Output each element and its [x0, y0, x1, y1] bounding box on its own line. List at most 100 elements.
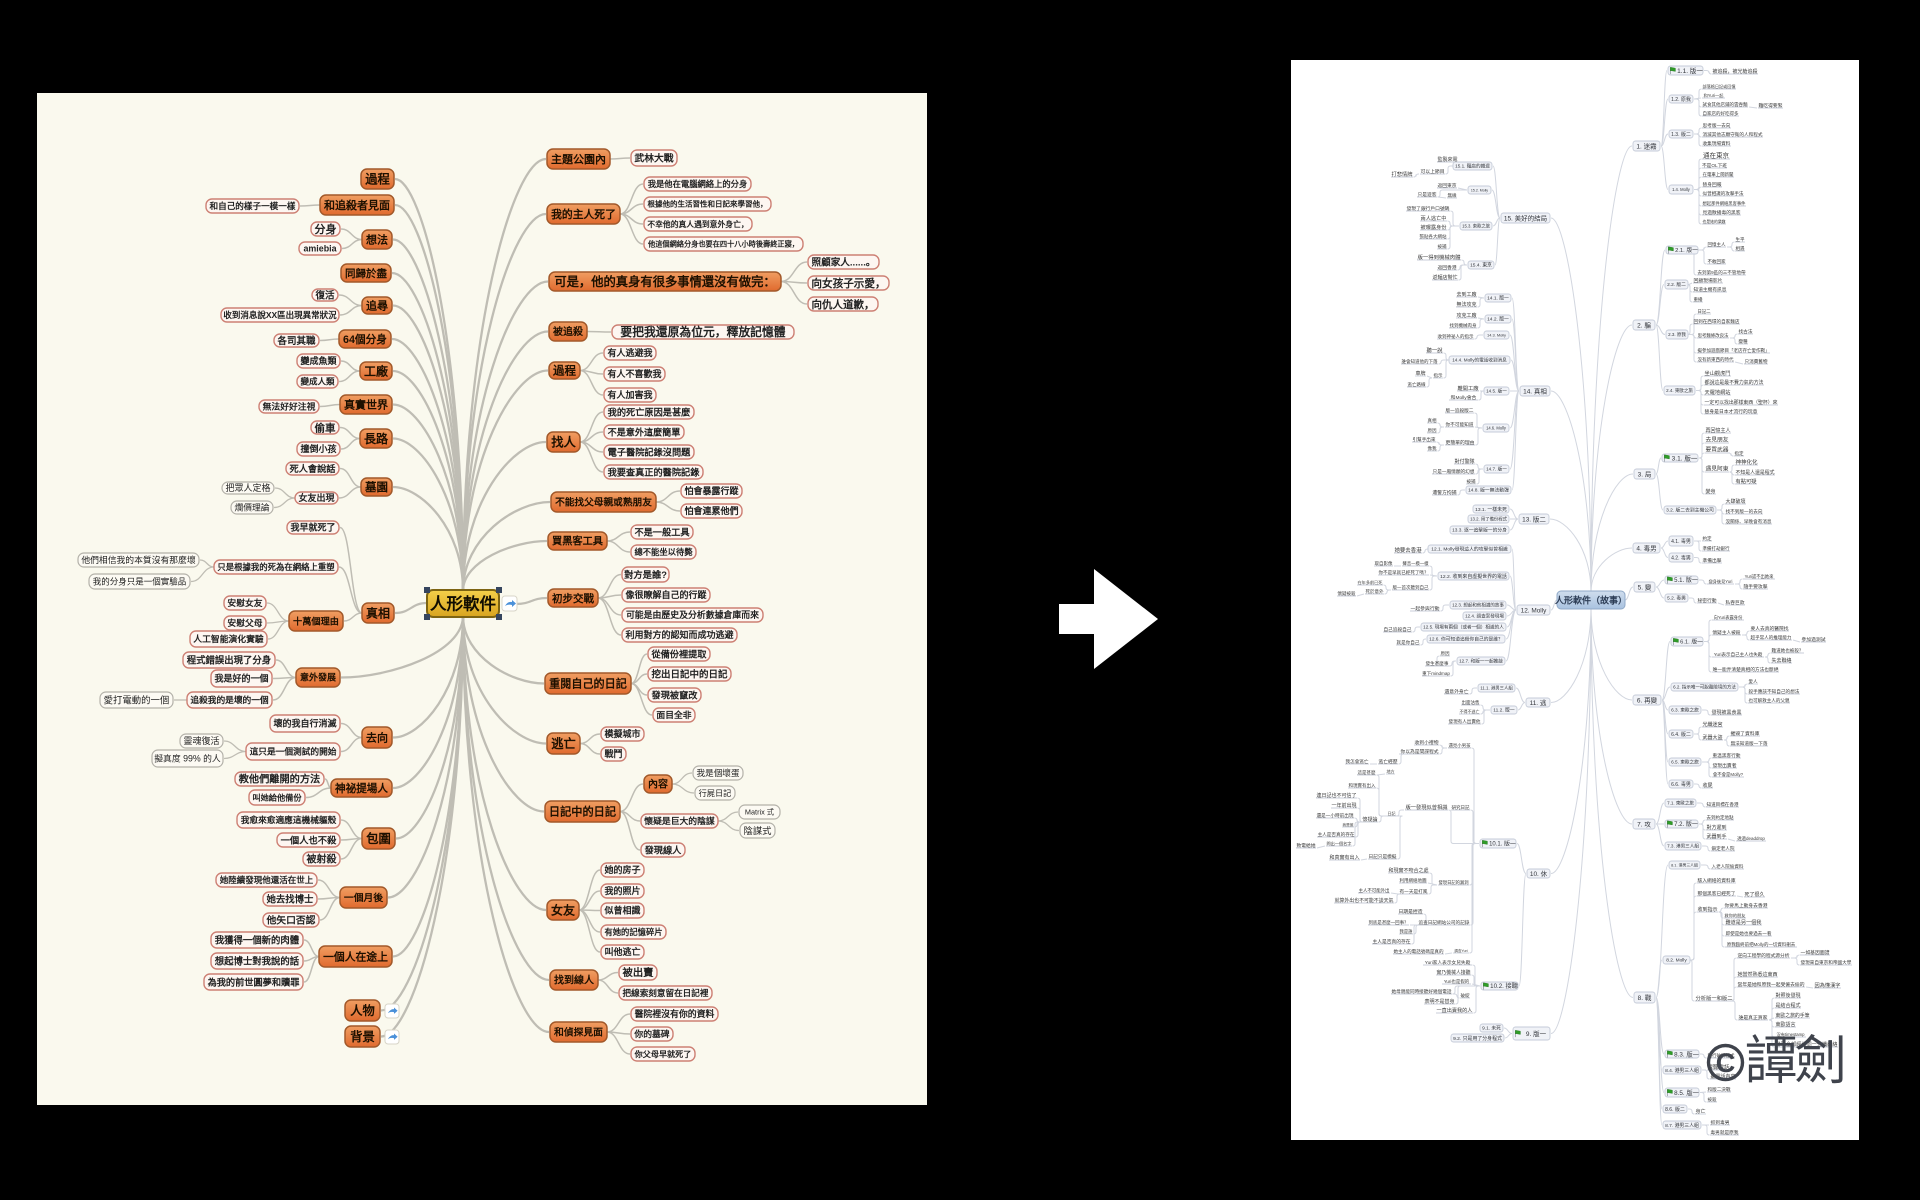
svg-text:愛人: 愛人	[1749, 678, 1758, 685]
svg-text:7.2. 版一: 7.2. 版一	[1674, 820, 1698, 828]
svg-text:監製來電: 監製來電	[1437, 156, 1457, 163]
svg-text:長路: 長路	[364, 431, 389, 446]
svg-text:像很瞭解自己的行蹤: 像很瞭解自己的行蹤	[624, 589, 707, 600]
svg-text:7.3. 港男三人組: 7.3. 港男三人組	[1667, 843, 1699, 850]
svg-text:找到線人: 找到線人	[554, 974, 595, 987]
svg-text:變成人類: 變成人類	[299, 377, 335, 387]
svg-text:1.1. 版一: 1.1. 版一	[1677, 66, 1703, 75]
svg-text:去到約定地點: 去到約定地點	[1707, 814, 1734, 821]
svg-text:引幫手出來: 引幫手出來	[1413, 436, 1436, 443]
svg-text:8.2. Molly: 8.2. Molly	[1666, 958, 1687, 964]
svg-text:10. 休: 10. 休	[1530, 869, 1548, 878]
svg-text:為我的前世圓夢和贖罪: 為我的前世圓夢和贖罪	[207, 976, 300, 987]
svg-text:她當然熟悉這東西: 她當然熟悉這東西	[1737, 971, 1777, 978]
svg-text:她母親能同時接聽好幾個電話: 她母親能同時接聽好幾個電話	[1392, 988, 1452, 995]
svg-text:試食其他店鋪的雲吞麵: 試食其他店鋪的雲吞麵	[1703, 101, 1748, 108]
svg-text:死人會說話: 死人會說話	[290, 463, 336, 474]
svg-text:和偵探見面: 和偵探見面	[554, 1026, 603, 1039]
svg-text:過程: 過程	[364, 171, 390, 186]
svg-text:6.2. 指示唯一可脫離險境的方法: 6.2. 指示唯一可脫離險境的方法	[1673, 684, 1736, 691]
svg-text:神神化化: 神神化化	[1735, 458, 1758, 466]
svg-text:12.3. 想起和他相識的故事: 12.3. 想起和他相識的故事	[1452, 602, 1504, 609]
svg-text:譚: 譚	[1745, 1032, 1798, 1091]
svg-text:主人不可能外出: 主人不可能外出	[1359, 887, 1390, 894]
svg-text:毒男就是原我: 毒男就是原我	[1711, 1129, 1739, 1136]
svg-text:和Yuri一起: 和Yuri一起	[1704, 92, 1725, 99]
svg-text:不是意外這麼簡單: 不是意外這麼簡單	[608, 426, 681, 437]
svg-text:鎖定老人院: 鎖定老人院	[1712, 845, 1735, 852]
svg-text:抓到毒男: 抓到毒男	[1710, 1119, 1729, 1126]
svg-text:一起參與行動: 一起參與行動	[1411, 605, 1440, 612]
svg-text:知道主機有訊息: 知道主機有訊息	[1694, 286, 1727, 293]
svg-text:收到指示: 收到指示	[1697, 906, 1717, 913]
svg-text:人工智能演化實驗: 人工智能演化實驗	[193, 633, 264, 644]
svg-text:6. 再變: 6. 再變	[1637, 695, 1658, 704]
svg-text:15. 美好的結局: 15. 美好的結局	[1504, 213, 1547, 222]
svg-text:偷車: 偷車	[315, 421, 336, 434]
svg-text:打悲情牌: 打悲情牌	[1392, 170, 1414, 178]
svg-text:武林大戰: 武林大戰	[634, 152, 673, 165]
svg-text:怕會連累他們: 怕會連累他們	[684, 505, 738, 516]
svg-text:兩人逃亡中: 兩人逃亡中	[1421, 214, 1447, 222]
svg-text:向女孩子示愛，: 向女孩子示愛，	[811, 277, 885, 290]
svg-text:執行破解程式: 執行破解程式	[1708, 1052, 1735, 1059]
svg-text:破綻: 破綻	[1461, 992, 1470, 999]
svg-text:利用對方的認知而成功逃避: 利用對方的認知而成功逃避	[624, 629, 734, 640]
svg-text:64個分身: 64個分身	[343, 333, 387, 346]
svg-text:8.4. 港男三人組: 8.4. 港男三人組	[1665, 1067, 1699, 1074]
svg-text:過程: 過程	[552, 364, 576, 378]
svg-text:初步交戰: 初步交戰	[552, 592, 594, 605]
svg-text:Yuri也是假的: Yuri也是假的	[1444, 978, 1470, 985]
svg-text:超乎常人的推理能力: 超乎常人的推理能力	[1751, 634, 1792, 641]
svg-text:思考版一去向: 思考版一去向	[1703, 122, 1731, 129]
svg-text:Yuri認不出她來: Yuri認不出她來	[1745, 573, 1774, 580]
svg-text:她主人的電話號碼是真的: 她主人的電話號碼是真的	[1393, 948, 1443, 955]
svg-text:似曾相識: 似曾相識	[603, 905, 640, 916]
svg-text:發現日記的漏洞: 發現日記的漏洞	[1439, 879, 1469, 886]
svg-text:8.6. 版二: 8.6. 版二	[1665, 1106, 1685, 1113]
svg-text:一個人也不殺: 一個人也不殺	[281, 834, 337, 845]
svg-text:11. 逃: 11. 逃	[1530, 698, 1547, 707]
svg-text:救你的朋友: 救你的朋友	[1725, 912, 1746, 919]
svg-text:撞倒小孩: 撞倒小孩	[300, 443, 336, 454]
svg-text:擬參加遊戲節目「老店存亡愛作戰」: 擬參加遊戲節目「老店存亡愛作戰」	[1698, 347, 1770, 354]
svg-text:沒有新東西的時代: 沒有新東西的時代	[1698, 356, 1734, 363]
svg-text:內容: 內容	[648, 778, 668, 791]
svg-text:版一得到機械肉體: 版一得到機械肉體	[1418, 253, 1462, 261]
svg-text:一個人在途上: 一個人在途上	[323, 949, 388, 963]
svg-text:可能是由歷史及分析數據倉庫而來: 可能是由歷史及分析數據倉庫而來	[626, 609, 759, 620]
svg-text:一個月後: 一個月後	[344, 891, 383, 904]
svg-text:自己追殺自己: 自己追殺自己	[1384, 626, 1412, 633]
svg-text:安慰女友: 安慰女友	[227, 597, 262, 608]
svg-text:15.2. Molly: 15.2. Molly	[1471, 188, 1488, 192]
svg-text:只是一廂情願的幻想: 只是一廂情願的幻想	[1433, 468, 1475, 475]
svg-text:駭入網絡的資料庫: 駭入網絡的資料庫	[1697, 877, 1735, 884]
svg-text:背景: 背景	[350, 1029, 375, 1044]
svg-text:收到消息說XX區出現異常狀況: 收到消息說XX區出現異常狀況	[223, 310, 337, 320]
svg-text:誰是真正買家: 誰是真正買家	[1739, 1014, 1768, 1021]
svg-text:被曝露身份: 被曝露身份	[1421, 223, 1448, 231]
svg-text:原因: 原因	[1441, 651, 1450, 657]
svg-text:版一追殺版二: 版一追殺版二	[1446, 407, 1474, 414]
svg-text:9.1. 未死: 9.1. 未死	[1482, 1025, 1501, 1032]
svg-text:版一首次聽到自己: 版一首次聽到自己	[1393, 584, 1429, 591]
svg-text:8.5. 版一: 8.5. 版一	[1674, 1088, 1699, 1097]
svg-text:擬真度 99% 的人: 擬真度 99% 的人	[154, 753, 221, 764]
svg-text:發現了銀行戶口號碼: 發現了銀行戶口號碼	[1407, 205, 1450, 212]
svg-text:4. 毒男: 4. 毒男	[1636, 543, 1656, 552]
svg-text:只是遊客: 只是遊客	[1417, 191, 1436, 198]
svg-text:懷疑論: 懷疑論	[1362, 816, 1377, 823]
svg-text:追查日記網站公司的記錄: 追查日記網站公司的記錄	[1419, 919, 1470, 926]
svg-text:摧毀了資料庫: 摧毀了資料庫	[1731, 730, 1760, 737]
svg-text:叫他逃亡: 叫他逃亡	[604, 946, 640, 957]
svg-text:利用網絡地圖: 利用網絡地圖	[1400, 877, 1427, 884]
svg-text:安慰父母: 安慰父母	[227, 617, 262, 628]
svg-text:發現線人: 發現線人	[644, 844, 683, 855]
svg-text:車牌: 車牌	[1415, 370, 1425, 377]
svg-text:生平: 生平	[1736, 236, 1745, 243]
svg-text:十萬個理由: 十萬個理由	[293, 615, 339, 626]
svg-text:只消費舊物: 只消費舊物	[1745, 358, 1768, 365]
svg-text:秘密行動: 秘密行動	[1697, 597, 1716, 604]
svg-text:找到機械肉身: 找到機械肉身	[1450, 322, 1477, 329]
svg-text:要把我還原為位元，釋放記憶體: 要把我還原為位元，釋放記憶體	[620, 325, 785, 339]
